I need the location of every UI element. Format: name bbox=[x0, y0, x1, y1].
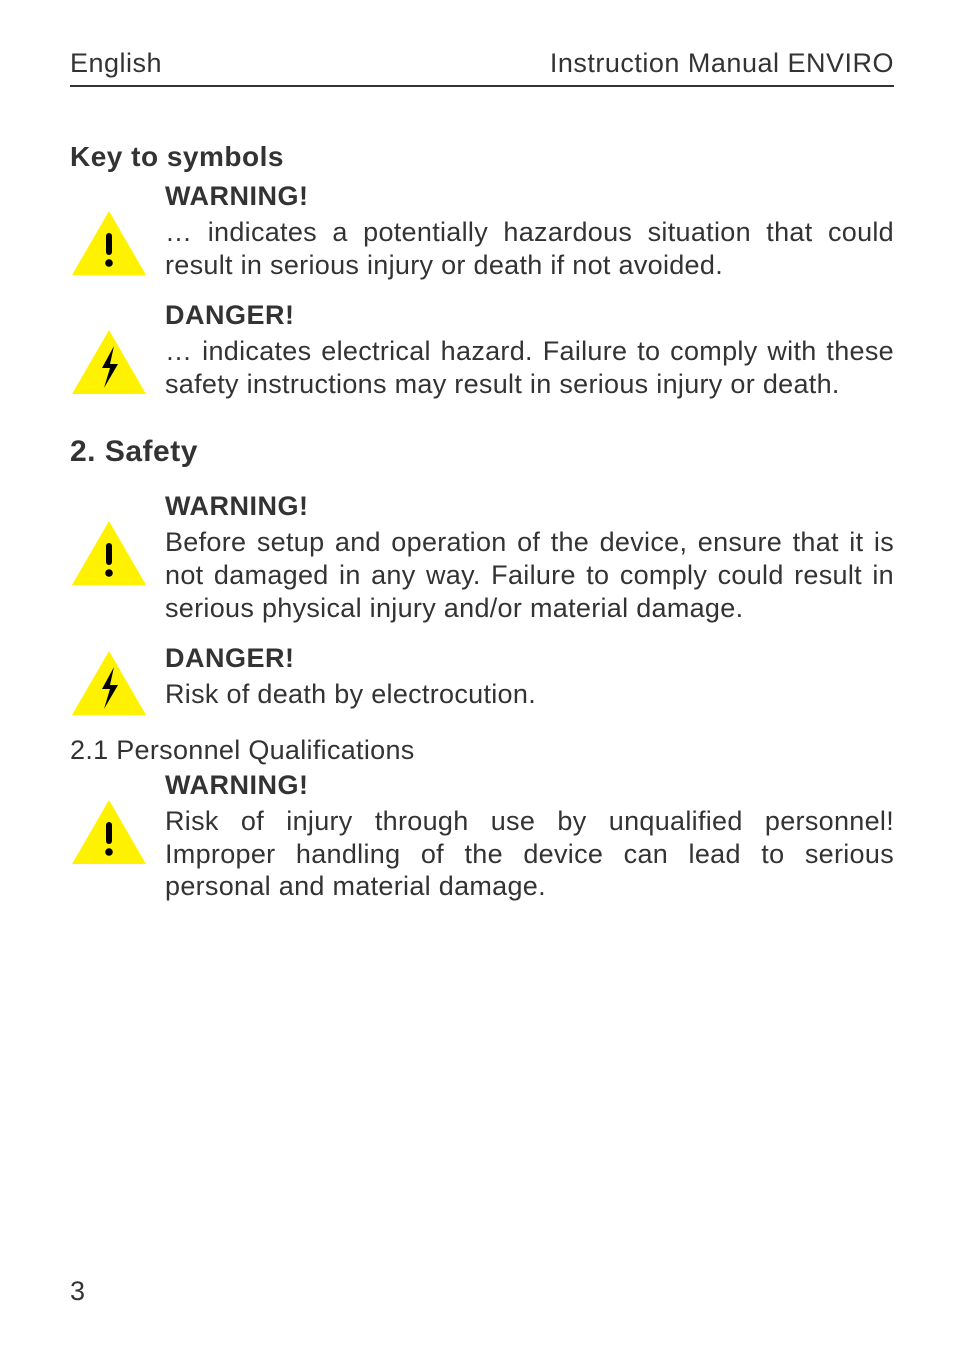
safety-danger-body: Risk of death by electrocution. bbox=[165, 678, 894, 711]
danger-triangle-icon bbox=[70, 643, 165, 717]
warning-body: … indicates a potentially hazardous situ… bbox=[165, 216, 894, 282]
personnel-warning-block: WARNING! Risk of injury through use by u… bbox=[70, 770, 894, 904]
key-warning-block: WARNING! … indicates a potentially hazar… bbox=[70, 181, 894, 282]
safety-danger-title: DANGER! bbox=[165, 643, 894, 674]
safety-warning-title: WARNING! bbox=[165, 491, 894, 522]
header-language: English bbox=[70, 48, 162, 79]
page-header: English Instruction Manual ENVIRO bbox=[70, 48, 894, 87]
danger-triangle-icon bbox=[70, 300, 165, 396]
header-title: Instruction Manual ENVIRO bbox=[550, 48, 894, 79]
personnel-warning-body: Risk of injury through use by unqualifie… bbox=[165, 805, 894, 904]
safety-warning-body: Before setup and operation of the device… bbox=[165, 526, 894, 625]
danger-body: … indicates electrical hazard. Failure t… bbox=[165, 335, 894, 401]
safety-danger-block: DANGER! Risk of death by electrocution. bbox=[70, 643, 894, 717]
warning-triangle-icon bbox=[70, 181, 165, 277]
personnel-heading: 2.1 Personnel Qualifications bbox=[70, 735, 894, 766]
warning-triangle-icon bbox=[70, 770, 165, 866]
warning-title: WARNING! bbox=[165, 181, 894, 212]
personnel-warning-title: WARNING! bbox=[165, 770, 894, 801]
danger-title: DANGER! bbox=[165, 300, 894, 331]
key-to-symbols-heading: Key to symbols bbox=[70, 141, 894, 173]
warning-triangle-icon bbox=[70, 491, 165, 587]
safety-heading: 2. Safety bbox=[70, 435, 894, 469]
key-danger-block: DANGER! … indicates electrical hazard. F… bbox=[70, 300, 894, 401]
page-number: 3 bbox=[70, 1276, 85, 1307]
safety-warning-block: WARNING! Before setup and operation of t… bbox=[70, 491, 894, 625]
